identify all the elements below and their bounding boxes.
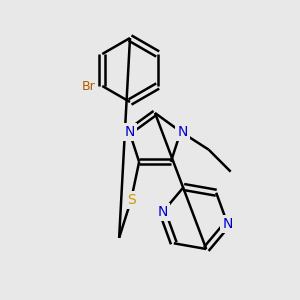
Text: N: N (124, 125, 134, 139)
Text: N: N (178, 125, 188, 139)
Text: S: S (127, 193, 136, 207)
Text: Br: Br (81, 80, 95, 92)
Text: N: N (157, 205, 168, 219)
Text: N: N (222, 217, 233, 231)
